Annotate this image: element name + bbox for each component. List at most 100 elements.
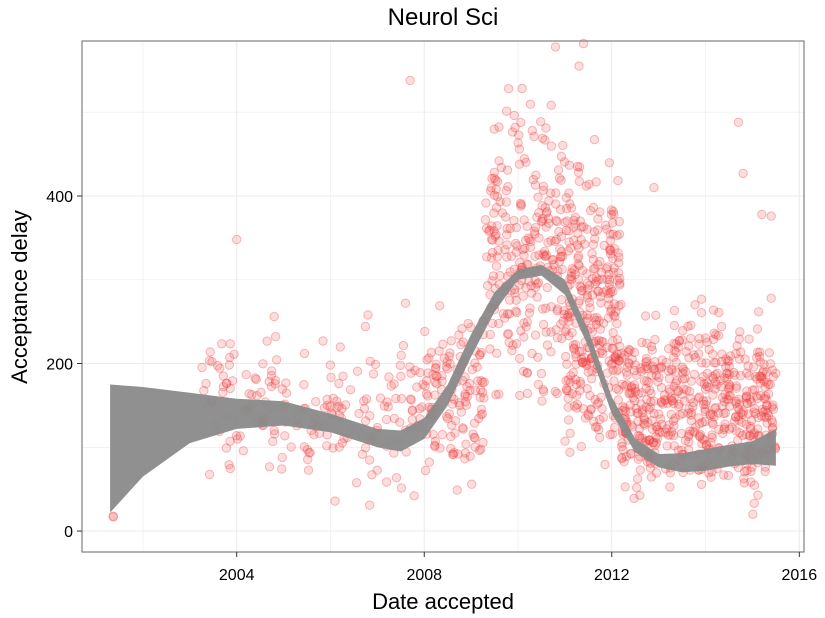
data-point (256, 387, 266, 397)
data-point (485, 225, 495, 235)
data-point (365, 411, 375, 421)
data-point (461, 400, 472, 410)
data-point (538, 216, 548, 226)
data-point (564, 331, 574, 341)
data-point (270, 332, 281, 342)
data-point (743, 409, 753, 419)
data-point (463, 318, 473, 329)
data-point (749, 498, 759, 508)
data-point (525, 242, 536, 253)
data-point (644, 377, 654, 388)
data-point (303, 465, 314, 475)
data-point (588, 239, 599, 250)
data-point (604, 300, 614, 310)
data-point (405, 362, 415, 372)
data-point (599, 240, 609, 251)
data-point (595, 207, 605, 217)
data-point (760, 382, 770, 392)
data-point (612, 230, 622, 241)
data-point (642, 363, 653, 374)
data-point (731, 396, 741, 406)
data-point (521, 235, 531, 246)
data-point (714, 307, 724, 318)
data-point (614, 356, 625, 366)
data-point (657, 427, 667, 437)
data-point (657, 355, 667, 365)
data-point (725, 381, 735, 391)
data-point (614, 229, 625, 239)
data-point (573, 251, 584, 261)
data-point (761, 412, 772, 422)
data-point (407, 414, 418, 425)
data-point (546, 236, 556, 246)
data-point (302, 444, 312, 455)
data-point (611, 384, 622, 394)
data-point (361, 394, 372, 404)
data-point (730, 370, 740, 380)
data-point (487, 247, 498, 258)
data-point (586, 374, 597, 384)
data-point (597, 346, 607, 356)
data-point (700, 384, 711, 394)
data-point (736, 347, 746, 357)
data-point (507, 127, 518, 137)
data-point (501, 197, 511, 207)
data-point (511, 295, 521, 305)
data-point (602, 342, 612, 353)
data-point (269, 425, 279, 436)
data-point (632, 408, 642, 418)
data-point (729, 416, 740, 427)
data-point (759, 393, 770, 404)
data-point (764, 348, 775, 358)
data-point (495, 270, 505, 281)
data-point (642, 376, 652, 386)
data-point (563, 402, 573, 412)
data-point (225, 463, 235, 474)
data-point (613, 248, 623, 258)
data-point (716, 321, 727, 332)
data-point (628, 422, 638, 432)
data-point (761, 367, 772, 377)
data-point (435, 443, 445, 453)
data-point (636, 388, 647, 398)
data-point (570, 339, 581, 350)
data-point (581, 359, 591, 369)
data-point (605, 245, 616, 255)
data-point (680, 373, 690, 384)
data-point (438, 339, 448, 349)
data-point (442, 357, 452, 367)
data-point (709, 412, 719, 422)
data-point (716, 375, 726, 386)
data-point (406, 368, 416, 378)
data-point (696, 294, 707, 304)
data-point (749, 430, 759, 440)
data-point (731, 383, 742, 393)
data-point (541, 222, 551, 232)
data-point (367, 470, 377, 480)
data-point (671, 367, 681, 377)
data-point (384, 372, 394, 382)
data-point (469, 432, 479, 443)
data-point (574, 260, 584, 271)
data-point (205, 347, 215, 357)
data-point (671, 378, 681, 388)
data-point (626, 449, 636, 459)
data-point (678, 325, 688, 336)
data-point (270, 429, 280, 439)
data-point (475, 392, 485, 403)
data-point (487, 276, 497, 286)
data-point (437, 371, 447, 381)
data-point (570, 212, 580, 222)
data-point (569, 401, 580, 411)
data-point (608, 206, 618, 217)
data-point (492, 176, 503, 187)
data-point (605, 245, 615, 256)
data-point (569, 222, 579, 232)
data-point (578, 357, 588, 368)
data-point (626, 448, 636, 459)
data-point (762, 418, 772, 428)
data-point (767, 418, 778, 428)
data-point (593, 286, 604, 296)
data-point (473, 376, 483, 386)
data-point (630, 386, 641, 397)
